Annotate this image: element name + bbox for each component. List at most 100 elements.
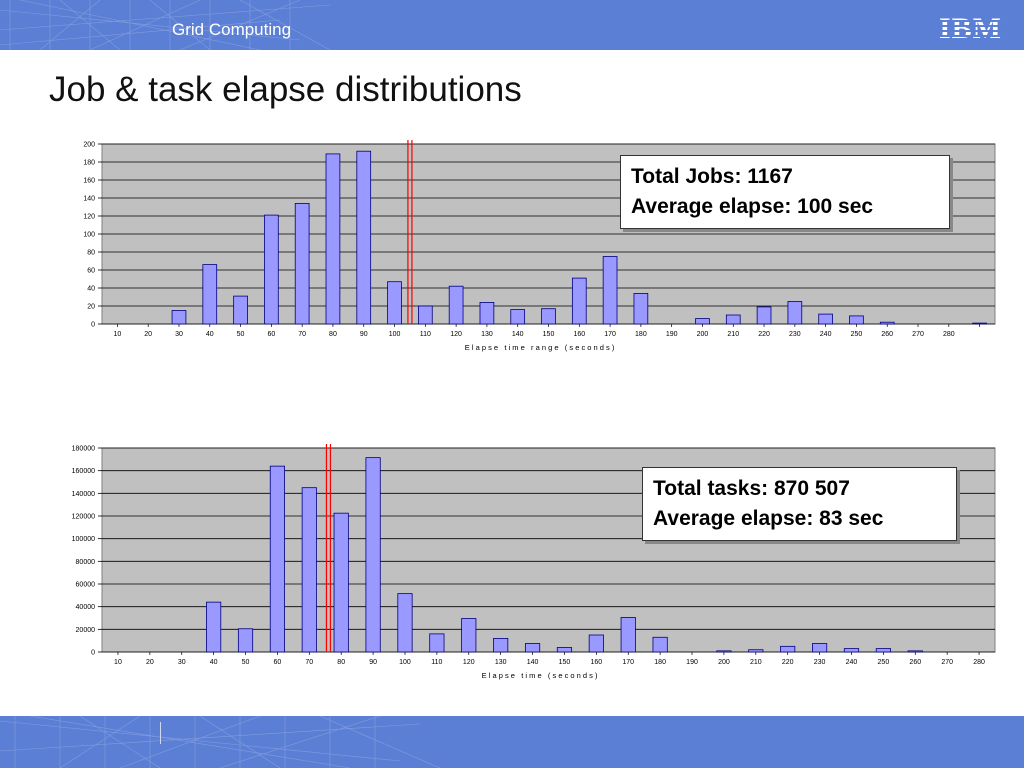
x-tick-label: 10 bbox=[114, 659, 122, 666]
footer-grid-pattern bbox=[0, 716, 441, 768]
bar-180 bbox=[652, 636, 668, 653]
bar-170 bbox=[620, 617, 636, 653]
x-tick-label: 90 bbox=[360, 331, 368, 338]
y-tick-label: 180000 bbox=[72, 446, 95, 453]
x-tick-label: 10 bbox=[113, 331, 121, 338]
x-tick-label: 130 bbox=[481, 331, 493, 338]
task-elapse-chart: 0 20000 40000 60000 80000 100000 120000 140000 1… bbox=[72, 444, 996, 680]
x-tick-label: 70 bbox=[305, 659, 313, 666]
x-tick-label: 140 bbox=[512, 331, 524, 338]
y-tick-label: 160000 bbox=[72, 468, 95, 475]
x-tick-label: 90 bbox=[369, 659, 377, 666]
slide-header: Grid Computing IBM bbox=[0, 0, 1024, 50]
x-tick-label: 210 bbox=[727, 331, 739, 338]
x-tick-label: 30 bbox=[178, 659, 186, 666]
bar-250 bbox=[875, 648, 891, 653]
x-tick-label: 100 bbox=[389, 331, 401, 338]
x-tick-label: 50 bbox=[237, 331, 245, 338]
x-tick-label: 230 bbox=[814, 659, 826, 666]
x-tick-label: 80 bbox=[329, 331, 337, 338]
x-tick-label: 260 bbox=[909, 659, 921, 666]
page-title: Job & task elapse distributions bbox=[49, 70, 522, 109]
x-tick-label: 260 bbox=[881, 331, 893, 338]
x-tick-label: 20 bbox=[144, 331, 152, 338]
bar-90 bbox=[365, 457, 381, 653]
x-tick-label: 250 bbox=[851, 331, 863, 338]
bar-150 bbox=[556, 647, 573, 653]
bar-100 bbox=[397, 593, 413, 653]
x-tick-label: 80 bbox=[337, 659, 345, 666]
bar-160 bbox=[588, 634, 604, 653]
bar-200 bbox=[716, 650, 732, 653]
x-tick-label: 150 bbox=[543, 331, 555, 338]
x-tick-label: 120 bbox=[463, 659, 475, 666]
y-tick-label: 0 bbox=[91, 322, 95, 329]
bar-220 bbox=[780, 645, 796, 653]
x-tick-label: 120 bbox=[450, 331, 462, 338]
x-tick-label: 200 bbox=[718, 659, 730, 666]
x-tick-label: 180 bbox=[635, 331, 647, 338]
x-tick-label: 160 bbox=[590, 659, 602, 666]
tasks-info-box: Total tasks: 870 507 Average elapse: 83 … bbox=[642, 467, 957, 541]
y-tick-label: 140 bbox=[83, 196, 95, 203]
x-tick-label: 160 bbox=[573, 331, 585, 338]
x-tick-label: 170 bbox=[604, 331, 616, 338]
bar-260 bbox=[907, 650, 923, 653]
x-tick-label: 220 bbox=[782, 659, 794, 666]
y-tick-label: 100000 bbox=[72, 536, 95, 543]
x-tick-label: 20 bbox=[146, 659, 154, 666]
x-tick-label: 280 bbox=[943, 331, 955, 338]
x-tick-label: 240 bbox=[846, 659, 858, 666]
tasks-total-label: Total tasks: 870 507 bbox=[653, 477, 850, 500]
x-tick-label: 70 bbox=[298, 331, 306, 338]
x-tick-label: 250 bbox=[878, 659, 890, 666]
y-tick-label: 80 bbox=[87, 250, 95, 257]
bar-50 bbox=[237, 628, 254, 653]
x-tick-label: 170 bbox=[622, 659, 634, 666]
x-tick-label: 150 bbox=[559, 659, 571, 666]
header-title: Grid Computing bbox=[172, 20, 292, 39]
x-tick-label: 110 bbox=[420, 331, 431, 338]
jobs-average-label: Average elapse: 100 sec bbox=[631, 195, 874, 218]
x-tick-label: 240 bbox=[820, 331, 832, 338]
y-tick-label: 120 bbox=[83, 214, 95, 221]
x-tick-label: 60 bbox=[267, 331, 275, 338]
y-tick-label: 160 bbox=[83, 178, 95, 185]
tasks-average-label: Average elapse: 83 sec bbox=[653, 507, 884, 530]
bar-240 bbox=[843, 648, 860, 653]
y-tick-label: 20000 bbox=[76, 627, 96, 634]
bar-80 bbox=[333, 512, 349, 653]
bar-130 bbox=[493, 638, 509, 653]
x-tick-label: 270 bbox=[941, 659, 953, 666]
bar-230 bbox=[812, 643, 828, 653]
x-tick-label: 100 bbox=[399, 659, 411, 666]
y-tick-label: 100 bbox=[83, 232, 95, 239]
x-axis-label: E l a p s e t i m e ( s e c o n d s ) bbox=[482, 671, 598, 680]
bar-40 bbox=[206, 601, 222, 653]
x-tick-label: 190 bbox=[686, 659, 698, 666]
x-tick-label: 110 bbox=[431, 659, 442, 666]
y-tick-label: 140000 bbox=[72, 491, 95, 498]
ibm-logo: IBM bbox=[939, 12, 1002, 45]
bar-210 bbox=[748, 649, 764, 653]
y-tick-label: 0 bbox=[91, 650, 95, 657]
x-tick-label: 30 bbox=[175, 331, 183, 338]
bar-120 bbox=[461, 618, 477, 653]
y-tick-label: 40 bbox=[87, 286, 95, 293]
jobs-total-label: Total Jobs: 1167 bbox=[631, 165, 793, 188]
x-tick-label: 140 bbox=[527, 659, 539, 666]
jobs-info-box: Total Jobs: 1167 Average elapse: 100 sec bbox=[620, 155, 950, 229]
x-tick-label: 210 bbox=[750, 659, 762, 666]
header-grid-pattern bbox=[0, 0, 331, 50]
x-tick-label: 130 bbox=[495, 659, 507, 666]
bar-140 bbox=[524, 643, 541, 653]
y-tick-label: 120000 bbox=[72, 514, 95, 521]
y-tick-label: 180 bbox=[83, 160, 95, 167]
x-tick-label: 40 bbox=[206, 331, 214, 338]
x-tick-label: 280 bbox=[973, 659, 985, 666]
x-axis-label: E l a p s e t i m e r a n g e ( s e c o … bbox=[465, 343, 615, 352]
bar-110 bbox=[429, 633, 445, 653]
y-tick-label: 20 bbox=[87, 304, 95, 311]
x-tick-label: 180 bbox=[654, 659, 666, 666]
x-tick-label: 60 bbox=[274, 659, 282, 666]
